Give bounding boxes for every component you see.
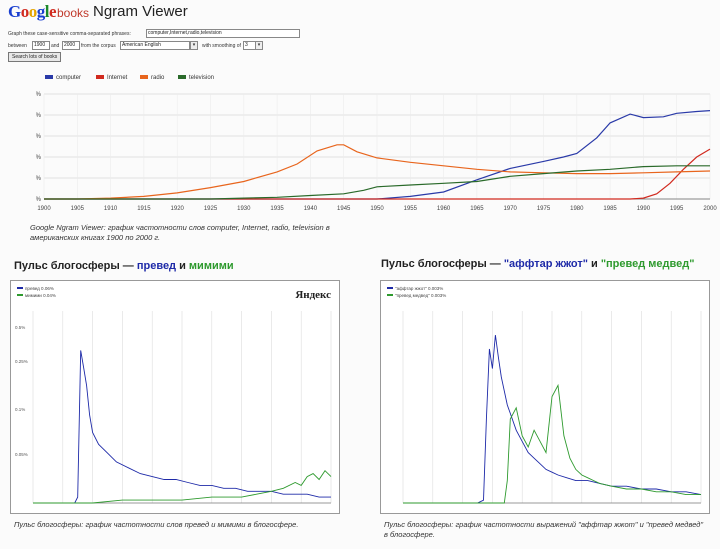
pulse-series	[403, 334, 702, 504]
corpus-select[interactable]: American English	[120, 41, 190, 50]
logo-letter: o	[20, 2, 30, 21]
pulse-y-tick: 0.05%	[15, 452, 28, 457]
ngram-x-tick: 1950	[370, 206, 384, 212]
logo-ngram-text: Ngram Viewer	[93, 3, 188, 20]
ngram-x-tick: 1960	[437, 206, 451, 212]
ngram-x-tick: 1910	[104, 206, 118, 212]
ngram-caption: Google Ngram Viewer: график частотности …	[30, 223, 330, 242]
pulse-legend-label: "аффтар жжот" 0.003%	[395, 286, 443, 291]
ngram-chart: 0.0% 0.0024% 0.0048% 0.0072% 0.0096% 0.012% 19…	[17, 92, 717, 212]
google-logo: Google	[8, 2, 57, 22]
year-start-input[interactable]: 1900	[32, 41, 50, 50]
graph-label: Graph these case-sensitive comma-separat…	[8, 31, 131, 37]
and-label: and	[51, 43, 60, 49]
ngram-x-tick: 1965	[470, 206, 484, 212]
pulse-right-panel: "аффтар жжот" 0.003% "превед медвед" 0.00…	[380, 280, 710, 514]
corpus-dropdown-icon[interactable]: ▾	[190, 41, 198, 50]
ngram-y-tick: 0.0096%	[36, 113, 42, 119]
ngram-series-computer	[44, 110, 711, 200]
pulse-left-caption: Пульс блогосферы: график частотности сло…	[14, 520, 299, 529]
pulse-left-term-1: превед	[136, 260, 177, 272]
legend-item-radio: radio	[140, 75, 164, 81]
ngram-x-tick: 1955	[404, 206, 418, 212]
ngram-y-tick: 0.0%	[36, 197, 42, 203]
pulse-right-title-prefix: Пульс блогосферы —	[381, 258, 504, 270]
pulse-legend-swatch	[387, 287, 393, 289]
legend-item-internet: Internet	[96, 75, 127, 81]
pulse-left-panel: 0.5% 0.25% 0.1% 0.05% превед 0.06% мимими 0.0…	[10, 280, 340, 514]
legend-label: computer	[56, 75, 82, 81]
ngram-x-tick: 1985	[603, 206, 617, 212]
pulse-title-right: Пульс блогосферы — "аффтар жжот" и "прев…	[381, 258, 694, 270]
ngram-series-television	[44, 165, 710, 200]
legend-item-television: television	[178, 75, 214, 81]
legend-item-computer: computer	[45, 75, 81, 81]
ngram-x-tick: 1970	[504, 206, 518, 212]
logo-letter: e	[48, 2, 57, 21]
pulse-legend-swatch	[17, 294, 23, 296]
ngram-x-tick: 2000	[703, 206, 717, 212]
ngram-y-tick: 0.0048%	[36, 155, 42, 161]
pulse-right-conj: и	[587, 258, 601, 270]
ngram-x-tick: 1940	[304, 206, 318, 212]
ngram-x-tick: 1995	[670, 206, 684, 212]
ngram-x-tick: 1935	[270, 206, 284, 212]
legend-label: television	[189, 75, 215, 81]
logo-books-text: books	[57, 6, 90, 20]
ngram-x-tick: 1900	[37, 206, 51, 212]
ngram-x-tick: 1945	[337, 206, 351, 212]
pulse-series	[403, 383, 701, 504]
search-books-button[interactable]: Search lots of books	[8, 52, 62, 62]
legend-label: Internet	[107, 75, 128, 81]
pulse-series	[33, 469, 332, 504]
ngram-x-tick: 1915	[137, 206, 151, 212]
smoothing-dropdown-icon[interactable]: ▾	[255, 41, 263, 50]
ngram-series-internet	[44, 148, 711, 200]
ngram-x-tick: 1980	[570, 206, 584, 212]
ngram-chart-panel: 0.0% 0.0024% 0.0048% 0.0072% 0.0096% 0.012% 19…	[17, 70, 720, 220]
legend-swatch	[96, 75, 104, 80]
pulse-left-chart: 0.5% 0.25% 0.1% 0.05% превед 0.06% мимими 0.0…	[15, 286, 332, 504]
pulse-left-title-prefix: Пульс блогосферы —	[14, 260, 137, 272]
pulse-right-term-2: "превед медвед"	[600, 258, 695, 270]
smoothing-label: with smoothing of	[202, 43, 241, 49]
pulse-legend-swatch	[17, 287, 23, 289]
logo-letter: o	[28, 2, 38, 21]
pulse-title-left: Пульс блогосферы — превед и мимими	[14, 260, 234, 272]
yandex-logo: Яндекс	[295, 289, 331, 301]
ngram-x-tick: 1930	[237, 206, 251, 212]
ngram-y-tick: 0.0072%	[36, 134, 42, 140]
pulse-y-tick: 0.1%	[15, 407, 25, 412]
pulse-left-conj: и	[176, 260, 189, 272]
corpus-label: from the corpus	[81, 43, 116, 49]
between-label: between	[8, 43, 27, 49]
year-end-input[interactable]: 2000	[62, 41, 80, 50]
phrases-input[interactable]: computer,Internet,radio,television	[146, 29, 300, 38]
pulse-right-caption: Пульс блогосферы: график частотности выр…	[384, 520, 704, 539]
ngram-x-tick: 1920	[171, 206, 185, 212]
pulse-y-tick: 0.25%	[15, 359, 28, 364]
legend-swatch	[178, 75, 186, 80]
pulse-legend-label: мимими 0.04%	[25, 293, 56, 298]
logo-letter: g	[36, 2, 46, 21]
ngram-series-radio	[44, 144, 711, 200]
ngram-x-tick: 1925	[204, 206, 218, 212]
legend-label: radio	[151, 75, 165, 81]
legend-swatch	[45, 75, 53, 80]
legend-swatch	[140, 75, 148, 80]
ngram-x-tick: 1990	[637, 206, 651, 212]
pulse-right-chart: "аффтар жжот" 0.003% "превед медвед" 0.00…	[387, 286, 702, 504]
pulse-legend-label: превед 0.06%	[25, 286, 54, 291]
pulse-left-term-2: мимими	[188, 260, 234, 272]
logo-letter: G	[8, 2, 21, 21]
ngram-y-tick: 0.012%	[36, 92, 42, 98]
ngram-y-tick: 0.0024%	[36, 176, 42, 182]
pulse-y-tick: 0.5%	[15, 325, 25, 330]
pulse-legend-swatch	[387, 294, 393, 296]
ngram-x-tick: 1975	[537, 206, 551, 212]
pulse-legend-label: "превед медвед" 0.003%	[395, 293, 446, 298]
pulse-right-term-1: "аффтар жжот"	[503, 258, 588, 270]
ngram-x-tick: 1905	[71, 206, 85, 212]
logo-letter: l	[44, 2, 50, 21]
